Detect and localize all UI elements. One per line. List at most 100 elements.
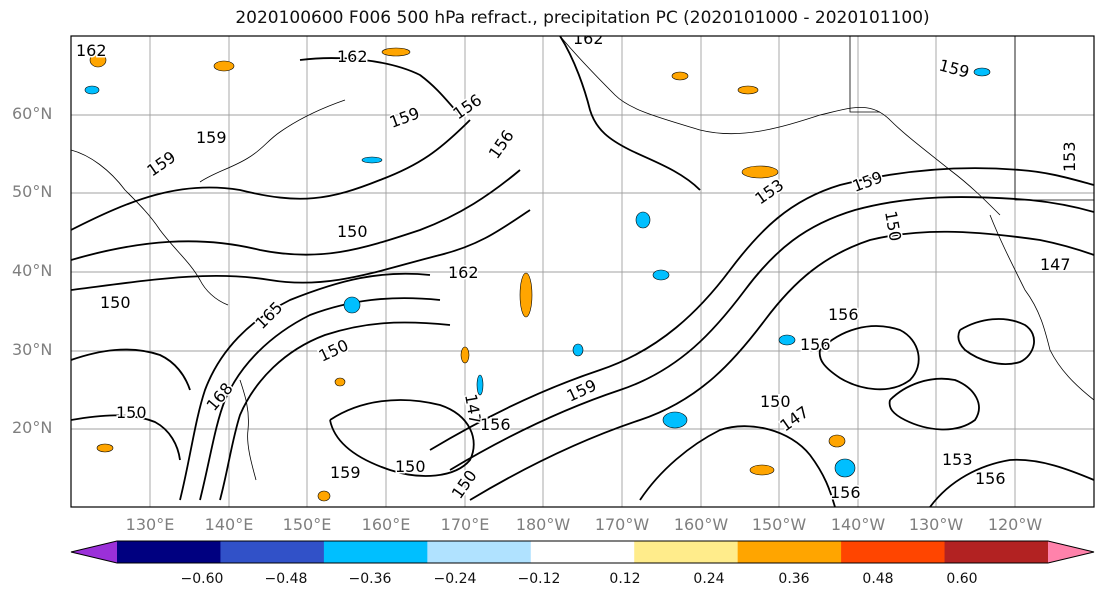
precip-negative-patch <box>778 334 796 346</box>
border-canada <box>1014 36 1094 201</box>
contour-line <box>469 230 1094 501</box>
precip-negative-patch <box>834 458 856 478</box>
lat-label-40n: 40°N <box>12 261 53 280</box>
lon-label-150w: 150°W <box>751 515 807 534</box>
contour-value-label: 150 <box>116 403 147 422</box>
contour-value-label: 150 <box>100 293 131 312</box>
colorbar-tick-label: −0.12 <box>517 571 561 587</box>
contour-line <box>449 196 1094 471</box>
contour-line <box>429 167 1094 451</box>
colorbar-segment <box>220 541 325 563</box>
precip-positive-patch <box>741 165 779 179</box>
colorbar-tick-label: 0.24 <box>693 571 725 587</box>
contour-line <box>329 399 475 477</box>
precip-negative-patch <box>343 296 361 314</box>
precip-negative-patch <box>652 269 670 281</box>
coastlines <box>71 36 1094 481</box>
lon-label-140e: 140°E <box>204 515 254 534</box>
contour-value-label: 159 <box>330 463 361 482</box>
contour-value-label: 150 <box>337 222 368 241</box>
precip-positive-patch <box>519 272 533 318</box>
chart-title: 2020100600 F006 500 hPa refract., precip… <box>235 8 930 28</box>
contour-line <box>71 169 521 261</box>
precip-negative-patch <box>662 411 688 429</box>
precip-positive-patch <box>671 71 689 81</box>
colorbar-tick-label: 0.48 <box>862 571 894 587</box>
colorbar-tick-label: 0.12 <box>609 571 641 587</box>
lat-label-30n: 30°N <box>12 340 53 359</box>
lon-label-140w: 140°W <box>830 515 886 534</box>
lat-label-50n: 50°N <box>12 182 53 201</box>
contour-value-label: 162 <box>76 41 107 60</box>
contour-value-label: 162 <box>573 29 604 48</box>
contour-line <box>818 325 920 391</box>
colorbar-segment <box>427 541 532 563</box>
colorbar-tick-label: 0.36 <box>778 571 810 587</box>
border-alaska-canada <box>849 36 880 113</box>
lon-label-170w: 170°W <box>594 515 650 534</box>
lat-label-20n: 20°N <box>12 418 53 437</box>
colorbar-segment <box>323 541 428 563</box>
map-frame <box>70 35 1095 508</box>
contour-value-label: 156 <box>800 335 831 354</box>
contour-value-label: 162 <box>337 47 368 66</box>
precip-positive-patch <box>737 85 759 95</box>
precip-positive-patch <box>828 434 846 448</box>
lat-label-60n: 60°N <box>12 104 53 123</box>
contour-value-label: 162 <box>448 263 479 282</box>
colorbar-segment <box>841 541 946 563</box>
precip-positive-patch <box>96 443 114 453</box>
precip-negative-patch <box>361 156 383 164</box>
colorbar-segment <box>944 541 1049 563</box>
lon-label-160w: 160°W <box>673 515 729 534</box>
colorbar-segment <box>634 541 739 563</box>
colorbar-segment <box>737 541 842 563</box>
colorbar-tick-label: −0.48 <box>264 571 308 587</box>
contour-line <box>888 377 980 431</box>
contour-value-label: 156 <box>828 305 859 324</box>
precip-negative-patch <box>973 67 991 77</box>
map-background <box>71 36 1094 507</box>
lon-label-130w: 130°W <box>908 515 964 534</box>
contour-line <box>71 414 181 461</box>
contour-value-label: 150 <box>395 457 426 476</box>
contour-line <box>639 425 836 507</box>
lon-label-120w: 120°W <box>987 515 1043 534</box>
precip-positive-patch <box>334 377 346 387</box>
precip-positive-patch <box>381 47 411 57</box>
lon-label-160e: 160°E <box>361 515 411 534</box>
contour-line <box>71 119 471 231</box>
contour-value-label: 156 <box>975 469 1006 488</box>
coastline-philippines <box>239 379 257 481</box>
precip-positive-patch <box>213 60 235 72</box>
colorbar-segment <box>71 541 117 563</box>
contour-line <box>199 297 441 501</box>
precip-positive-patch <box>89 52 107 68</box>
contour-line <box>559 36 701 191</box>
lon-label-150e: 150°E <box>282 515 332 534</box>
colorbar-segment <box>117 541 221 563</box>
colorbar-outline <box>70 540 1095 564</box>
contour-value-label: 159 <box>196 128 227 147</box>
contour-value-label: 156 <box>480 415 511 434</box>
contour-line <box>299 57 461 116</box>
coastline-alaska <box>559 36 1001 216</box>
contour-line <box>71 209 531 291</box>
contour-line <box>929 458 1094 507</box>
precip-negative-patch <box>572 343 584 357</box>
contour-value-label: 153 <box>942 450 973 469</box>
lon-label-180w: 180°W <box>515 515 571 534</box>
precip-negative-patch <box>635 211 651 229</box>
contour-line <box>219 321 451 501</box>
precip-negative-patch <box>84 85 100 95</box>
precip-negative-patch <box>476 374 484 396</box>
colorbar-tick-label: −0.36 <box>348 571 392 587</box>
colorbar-tick-label: −0.24 <box>433 571 477 587</box>
precipitation-patches <box>84 47 991 502</box>
contour-value-label: 147 <box>1040 255 1071 274</box>
contour-value-label: 156 <box>830 483 861 502</box>
precip-positive-patch <box>317 490 331 502</box>
colorbar-tick-label: −0.60 <box>180 571 224 587</box>
refractivity-contours <box>71 36 1094 507</box>
